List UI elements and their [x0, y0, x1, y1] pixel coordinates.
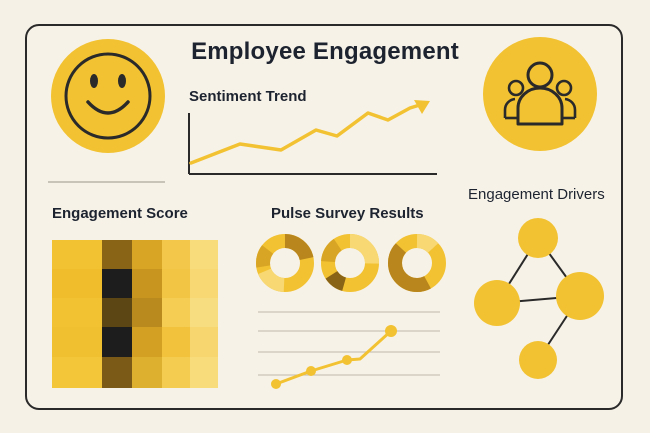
sentiment-trend-chart	[188, 100, 437, 175]
engagement-drivers-network	[474, 218, 604, 379]
trend-arrow-head	[414, 100, 430, 114]
engagement-drivers-label: Engagement Drivers	[468, 186, 605, 203]
page-title: Employee Engagement	[191, 38, 459, 65]
driver-node	[556, 272, 604, 320]
pulse-survey-donuts	[256, 234, 446, 292]
driver-node	[518, 218, 558, 258]
pulse-point	[342, 355, 352, 365]
donut-2	[321, 234, 379, 292]
pulse-point	[271, 379, 281, 389]
trend-line	[189, 102, 425, 165]
driver-node	[474, 280, 520, 326]
pulse-point	[385, 325, 397, 337]
engagement-score-label: Engagement Score	[52, 205, 188, 222]
driver-node	[519, 341, 557, 379]
pulse-line-chart	[258, 311, 440, 389]
pulse-point	[306, 366, 316, 376]
team-people-icon	[483, 37, 597, 151]
engagement-score-heatmap	[52, 240, 218, 388]
sentiment-trend-label: Sentiment Trend	[189, 88, 307, 105]
smiley-face-icon	[51, 39, 165, 153]
donut-3	[388, 234, 446, 292]
donut-1	[256, 234, 314, 292]
pulse-survey-label: Pulse Survey Results	[271, 205, 424, 222]
